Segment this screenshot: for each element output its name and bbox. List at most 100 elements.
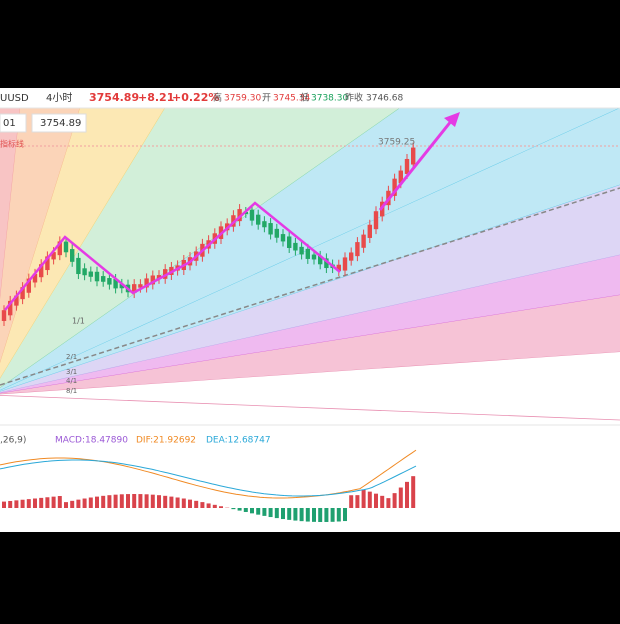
macd-bar <box>89 498 93 508</box>
low-label: 低 <box>300 92 309 104</box>
candle-body <box>355 242 359 256</box>
macd-bar <box>132 494 136 508</box>
candle-body <box>361 235 365 248</box>
macd-bar <box>33 499 37 509</box>
macd-bar <box>76 500 80 508</box>
candle-body <box>405 159 409 174</box>
macd-bar <box>39 498 43 508</box>
macd-bar <box>126 494 130 508</box>
macd-bar <box>21 500 25 508</box>
macd-bar <box>393 493 397 508</box>
macd-bar <box>194 501 198 508</box>
macd-bar <box>300 508 304 521</box>
input-left: 01 <box>3 118 16 129</box>
macd-bar <box>337 508 341 522</box>
candle-body <box>64 242 68 253</box>
macd-bar <box>8 501 12 508</box>
price: 3754.89 <box>89 91 139 104</box>
dea-value: DEA:12.68747 <box>206 436 271 446</box>
prev-close-label: 昨收 <box>345 92 363 104</box>
macd-bar <box>362 490 366 508</box>
macd-bar <box>95 497 99 508</box>
candle-body <box>287 236 291 248</box>
macd-bar <box>318 508 322 522</box>
macd-bar <box>405 482 409 508</box>
macd-bar <box>101 496 105 508</box>
macd-bar <box>244 508 248 512</box>
change: +8.21 <box>138 91 174 104</box>
macd-bar <box>107 495 111 508</box>
candle-body <box>368 225 372 238</box>
macd-bar <box>262 508 266 516</box>
macd-params: ,26,9) <box>0 436 26 446</box>
macd-bar <box>157 495 161 508</box>
macd-bar <box>58 496 62 508</box>
price-box-value: 3754.89 <box>40 118 81 129</box>
candle-body <box>293 243 297 251</box>
macd-bar <box>287 508 291 520</box>
macd-bar <box>145 494 149 508</box>
macd-bar <box>399 488 403 508</box>
macd-bar <box>331 508 335 522</box>
macd-bar <box>349 495 353 508</box>
macd-bar <box>83 499 87 508</box>
candle-body <box>256 215 260 225</box>
candle-body <box>70 249 74 262</box>
macd-bar <box>188 500 192 508</box>
candle-body <box>275 229 279 238</box>
candle-body <box>89 272 93 277</box>
candle-body <box>250 210 254 221</box>
candle-body <box>306 249 310 259</box>
macd-bar <box>114 495 118 508</box>
macd-bar <box>306 508 310 522</box>
macd-bar <box>324 508 328 522</box>
candle-body <box>268 223 272 234</box>
macd-bar <box>52 497 56 508</box>
macd-bar <box>2 502 6 508</box>
macd-bar <box>380 496 384 508</box>
macd-bar <box>200 502 204 508</box>
symbol[interactable]: UUSD <box>0 93 29 104</box>
macd-bar <box>269 508 273 517</box>
macd-bar <box>213 505 217 508</box>
macd-bar <box>27 499 31 508</box>
macd-bar <box>219 506 223 508</box>
candle-body <box>411 148 415 165</box>
interval[interactable]: 4小时 <box>46 92 72 104</box>
candle-body <box>299 247 303 255</box>
fan-label: 2/1 <box>66 353 77 361</box>
macd-bar <box>355 495 359 508</box>
macd-bar <box>151 495 155 508</box>
macd-bar <box>163 496 167 508</box>
candle-body <box>262 221 266 227</box>
macd-bar <box>120 494 124 508</box>
macd-bar <box>374 494 378 508</box>
candle-body <box>2 310 6 321</box>
candle-body <box>343 257 347 270</box>
fan-label: 3/1 <box>66 368 77 376</box>
macd-bar <box>386 498 390 508</box>
macd-bar <box>138 494 142 508</box>
low: 3738.30 <box>311 94 348 104</box>
fan-label: 4/1 <box>66 377 77 385</box>
macd-bar <box>231 508 235 509</box>
candle-body <box>281 234 285 241</box>
gann-fan <box>0 108 620 420</box>
dif-value: DIF:21.92692 <box>136 436 196 446</box>
macd-bar <box>182 499 186 508</box>
macd-bar <box>64 502 68 508</box>
macd-bar <box>14 500 18 508</box>
candle-body <box>95 272 99 282</box>
macd-bar <box>411 476 415 508</box>
macd-bar <box>275 508 279 518</box>
candle-body <box>374 211 378 229</box>
macd-bar <box>256 508 260 515</box>
macd-bar <box>169 497 173 508</box>
candle-body <box>76 258 80 274</box>
high-label: 高 <box>213 92 222 104</box>
macd-bar <box>293 508 297 521</box>
prev-close: 3746.68 <box>366 94 403 104</box>
macd-bar <box>250 508 254 513</box>
fan-label: 8/1 <box>66 387 77 395</box>
